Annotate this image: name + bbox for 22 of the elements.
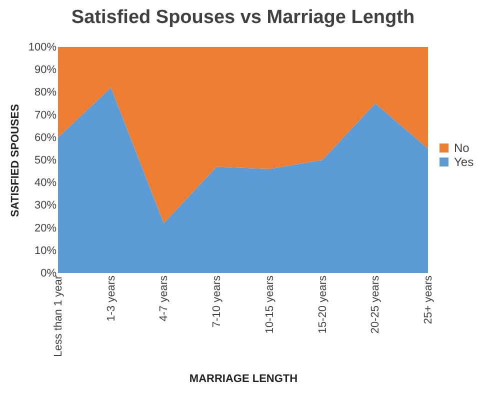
legend-label: No	[454, 141, 470, 155]
y-tick-label: 90%	[34, 64, 57, 76]
x-tick-label: 25+ years	[422, 275, 434, 324]
y-tick-label: 70%	[34, 109, 57, 122]
y-tick-label: 20%	[34, 222, 57, 234]
x-tick-label: 1-3 years	[105, 275, 118, 322]
y-tick-label: 100%	[28, 42, 57, 54]
y-tick-label: 30%	[34, 200, 57, 212]
x-tick-label: 10-15 years	[264, 275, 276, 334]
x-tick-label: 7-10 years	[211, 275, 224, 328]
x-tick-label: 20-25 years	[370, 275, 382, 334]
x-tick-label: 15-20 years	[316, 275, 329, 334]
x-axis-title: MARRIAGE LENGTH	[189, 372, 298, 385]
y-tick-label: 40%	[34, 177, 57, 190]
y-tick-label: 80%	[34, 86, 57, 99]
y-tick-label: 10%	[34, 244, 57, 257]
x-tick-label: 4-7 years	[158, 275, 170, 322]
chart-title: Satisfied Spouses vs Marriage Length	[71, 7, 415, 28]
y-tick-label: 60%	[34, 132, 57, 144]
legend-label: Yes	[454, 155, 474, 169]
y-axis-title: SATISFIED SPOUSES	[9, 104, 22, 217]
y-tick-label: 50%	[34, 154, 57, 166]
